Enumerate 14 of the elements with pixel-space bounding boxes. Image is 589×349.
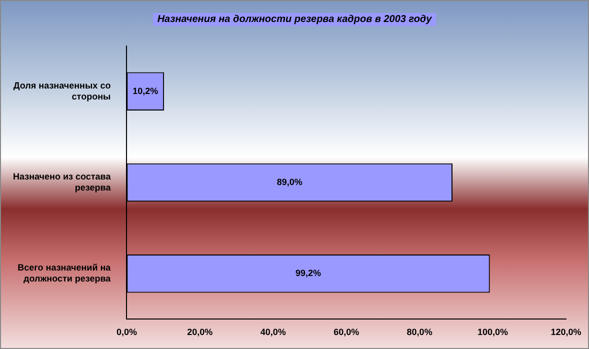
data-label: 10,2% <box>132 86 158 96</box>
y-tick-label: Назначено из состава резерва <box>12 172 112 192</box>
y-tick-label: Всего назначений на должности резерва <box>18 262 112 284</box>
chart-title: Назначения на должности резерва кадров в 2003 году <box>153 13 436 26</box>
y-tick-label: Доля назначенных со стороны <box>13 80 112 102</box>
x-tick-label: 0,0% <box>116 327 137 338</box>
x-tick-label: 80,0% <box>406 327 432 338</box>
x-tick-label: 60,0% <box>334 327 360 338</box>
x-tick-label: 100,0% <box>478 327 508 338</box>
x-tick-label: 20,0% <box>187 327 213 338</box>
data-label: 99,2% <box>296 268 322 278</box>
x-tick-label: 40,0% <box>260 327 286 338</box>
data-label: 89,0% <box>276 176 302 187</box>
x-tick-label: 120,0% <box>550 327 582 338</box>
